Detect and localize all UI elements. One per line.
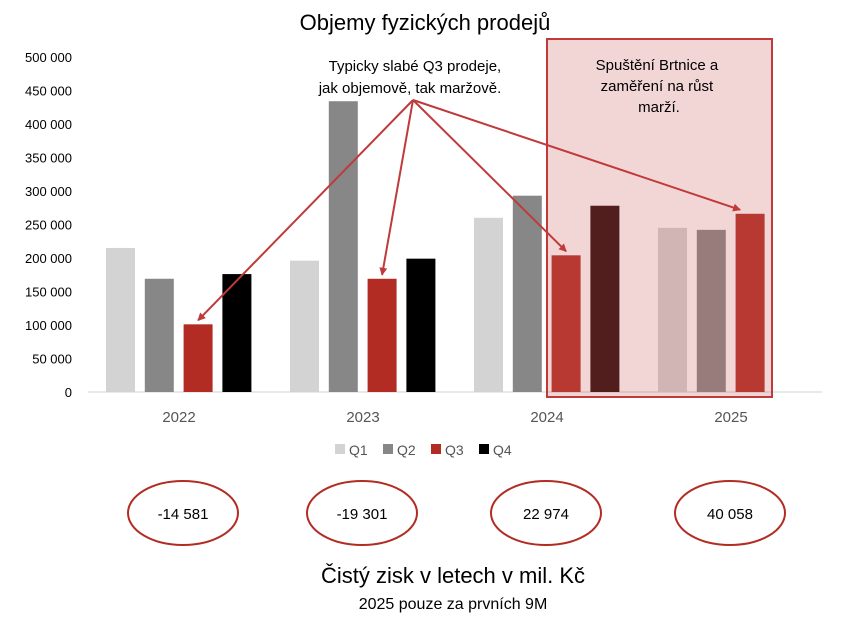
bar-q4-2024 xyxy=(590,205,620,392)
profit-subtitle: 2025 pouze za prvních 9M xyxy=(359,596,548,613)
y-tick-label: 350 000 xyxy=(25,151,72,166)
profit-value: -19 301 xyxy=(337,506,388,523)
q3-annotation: Typicky slabé Q3 prodeje, jak objemově, … xyxy=(318,58,506,97)
legend-swatch-q1 xyxy=(335,444,345,454)
bar-q1-2023 xyxy=(290,260,319,392)
q3-annotation-line: jak objemově, tak maržově. xyxy=(318,80,502,97)
legend-swatch-q3 xyxy=(431,444,441,454)
q3-annotation-line: Typicky slabé Q3 prodeje, xyxy=(329,58,502,75)
annotation-arrow xyxy=(412,99,567,253)
legend: Q1 Q2 Q3 Q4 xyxy=(335,442,512,458)
profit-ellipse xyxy=(674,480,786,546)
profit-value: -14 581 xyxy=(158,506,209,523)
y-tick-label: 150 000 xyxy=(25,285,72,300)
profit-value: 40 058 xyxy=(707,506,753,523)
y-tick-label: 250 000 xyxy=(25,218,72,233)
bar-q1-2024 xyxy=(474,217,503,392)
annotation-arrow xyxy=(197,99,414,322)
y-tick-label: 0 xyxy=(65,385,72,400)
annotation-arrow xyxy=(379,99,414,276)
highlight-annotation-line: zaměření na růst xyxy=(601,78,714,95)
y-tick-label: 50 000 xyxy=(32,352,72,367)
y-tick-label: 400 000 xyxy=(25,117,72,132)
legend-label: Q1 xyxy=(349,442,368,458)
legend-label: Q3 xyxy=(445,442,464,458)
bar-q2-2024 xyxy=(512,195,542,392)
y-tick-label: 200 000 xyxy=(25,251,72,266)
bar-q3-2022 xyxy=(183,324,213,392)
bar-q4-2023 xyxy=(406,258,436,392)
bar-q2-2025 xyxy=(696,229,726,392)
y-tick-label: 450 000 xyxy=(25,84,72,99)
bar-q2-2023 xyxy=(328,101,358,392)
x-tick-label: 2023 xyxy=(346,409,379,426)
highlight-box-2025 xyxy=(546,38,773,398)
legend-label: Q4 xyxy=(493,442,512,458)
x-tick-label: 2024 xyxy=(530,409,563,426)
highlight-annotation: Spuštění Brtnice a zaměření na růst marž… xyxy=(596,57,723,116)
highlight-annotation-line: marží. xyxy=(638,99,680,116)
bar-q3-2023 xyxy=(367,278,397,392)
profit-ellipse xyxy=(127,480,239,546)
bar-q2-2022 xyxy=(144,278,174,392)
bar-q3-2024 xyxy=(551,255,581,392)
bar-q4-2022 xyxy=(222,274,252,392)
annotation-arrow xyxy=(412,99,742,212)
y-axis: 0 50 000 100 000 150 000 200 000 250 000 300 0… xyxy=(25,50,72,400)
legend-swatch-q2 xyxy=(383,444,393,454)
legend-label: Q2 xyxy=(397,442,416,458)
x-tick-label: 2025 xyxy=(714,409,747,426)
y-tick-label: 300 000 xyxy=(25,184,72,199)
profit-ellipse xyxy=(490,480,602,546)
x-tick-label: 2022 xyxy=(162,409,195,426)
chart-title: Objemy fyzických prodejů xyxy=(300,10,551,35)
profit-value: 22 974 xyxy=(523,506,569,523)
legend-swatch-q4 xyxy=(479,444,489,454)
x-axis: 2022 2023 2024 2025 xyxy=(162,409,747,426)
profit-ellipse xyxy=(306,480,418,546)
bar-q1-2025 xyxy=(658,227,687,392)
highlight-annotation-line: Spuštění Brtnice a xyxy=(596,57,719,74)
profit-title: Čistý zisk v letech v mil. Kč xyxy=(321,563,585,588)
bars xyxy=(106,101,765,392)
profit-ellipses: -14 581 -19 301 22 974 40 058 xyxy=(127,480,786,546)
y-tick-label: 500 000 xyxy=(25,50,72,65)
bar-q1-2022 xyxy=(106,247,135,392)
bar-q3-2025 xyxy=(735,213,765,392)
y-tick-label: 100 000 xyxy=(25,318,72,333)
annotation-arrows xyxy=(197,99,742,322)
